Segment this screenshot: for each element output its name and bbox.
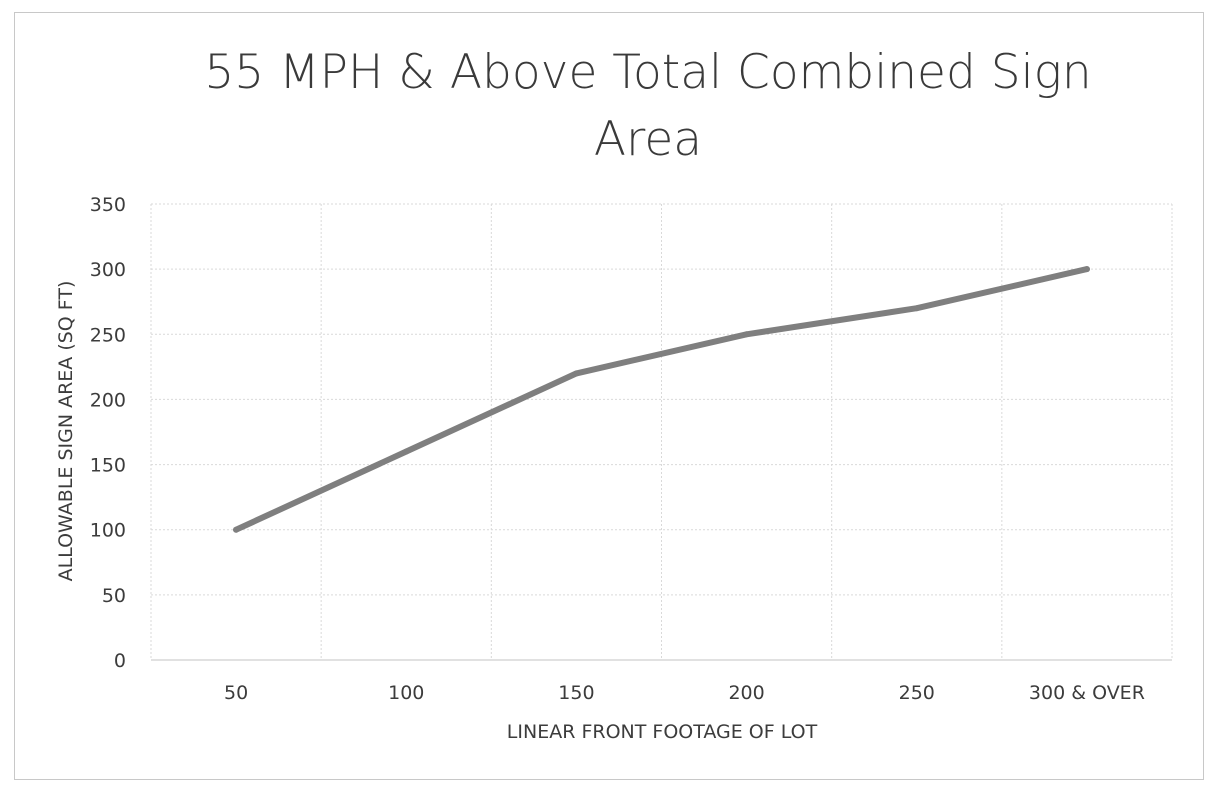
chart-title-line-1: 55 MPH & Above Total Combined Sign <box>204 45 1091 100</box>
y-tick-label: 50 <box>102 585 126 607</box>
x-tick-label: 100 <box>388 682 424 704</box>
y-tick-label: 350 <box>90 194 126 216</box>
chart-title-line-2: Area <box>594 112 702 167</box>
data-point <box>233 526 240 533</box>
x-axis-title: LINEAR FRONT FOOTAGE OF LOT <box>507 721 818 743</box>
x-tick-label: 150 <box>558 682 594 704</box>
y-axis-title: ALLOWABLE SIGN AREA (SQ FT) <box>55 281 77 582</box>
y-tick-label: 300 <box>90 259 126 281</box>
x-tick-label: 200 <box>728 682 764 704</box>
y-tick-label: 200 <box>90 389 126 411</box>
y-tick-label: 150 <box>90 455 126 477</box>
x-tick-label: 50 <box>224 682 248 704</box>
y-tick-label: 100 <box>90 520 126 542</box>
gridlines <box>150 203 1173 661</box>
x-axis-tick-labels: 50 100 150 200 250 300 & OVER <box>224 682 1145 704</box>
y-tick-label: 250 <box>90 324 126 346</box>
data-point <box>573 370 580 377</box>
data-point <box>913 305 920 312</box>
x-tick-label: 300 & OVER <box>1029 682 1145 704</box>
y-axis-tick-labels: 0 50 100 150 200 250 300 350 <box>90 194 126 672</box>
data-point <box>1083 266 1090 273</box>
series-line <box>233 266 1090 533</box>
y-tick-label: 0 <box>114 650 126 672</box>
data-point <box>743 331 750 338</box>
x-tick-label: 250 <box>899 682 935 704</box>
data-point <box>403 448 410 455</box>
series-group <box>233 266 1090 533</box>
chart-frame <box>14 12 1204 780</box>
